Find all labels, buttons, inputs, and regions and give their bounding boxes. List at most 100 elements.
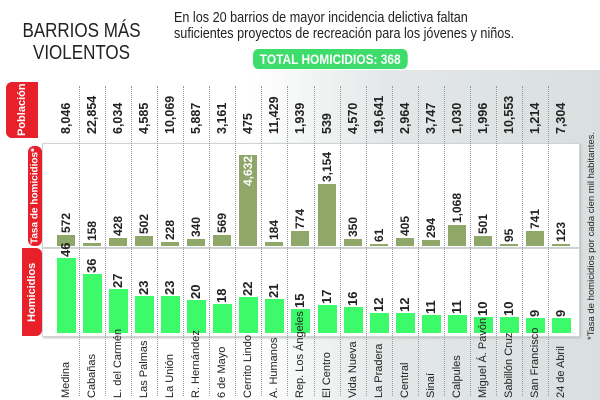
homicide-bar bbox=[317, 305, 337, 333]
rate-value: 428 bbox=[111, 215, 126, 236]
column-divider bbox=[131, 86, 133, 396]
population-value: 7,304 bbox=[553, 102, 568, 134]
homicide-value: 27 bbox=[110, 273, 126, 288]
population-value: 22,854 bbox=[85, 95, 100, 134]
neighborhood-label: Sinaí bbox=[424, 372, 437, 398]
homicide-value: 12 bbox=[370, 297, 386, 313]
column-divider bbox=[79, 86, 81, 396]
neighborhood-label: La Pradera bbox=[372, 343, 385, 398]
homicide-value: 22 bbox=[240, 281, 256, 297]
rate-bar bbox=[109, 237, 128, 246]
column-divider bbox=[391, 86, 393, 396]
rate-bar bbox=[161, 241, 180, 246]
homicidios-label: Homicidios bbox=[22, 248, 42, 336]
homicide-value: 11 bbox=[422, 300, 438, 315]
rate-bar bbox=[135, 236, 154, 246]
neighborhood-label: Miguel Á. Pavón bbox=[476, 317, 489, 398]
neighborhood-label: Las Palmas bbox=[138, 340, 151, 398]
column-divider bbox=[157, 86, 159, 396]
rate-bar bbox=[239, 155, 258, 246]
homicide-value: 18 bbox=[214, 288, 230, 303]
rate-bar bbox=[447, 225, 466, 246]
rate-value: 4,632 bbox=[241, 155, 256, 186]
population-value: 3,747 bbox=[423, 102, 438, 134]
rate-bar bbox=[473, 236, 492, 246]
rate-bar bbox=[525, 231, 544, 246]
rate-value: 228 bbox=[163, 219, 178, 240]
rate-bar bbox=[291, 230, 310, 246]
homicide-value: 10 bbox=[500, 301, 516, 316]
tasa-label: Tasa de homicidios* bbox=[28, 146, 42, 246]
homicide-value: 46 bbox=[58, 242, 73, 257]
neighborhood-label: Vida Nueva bbox=[346, 341, 359, 398]
column-divider bbox=[287, 86, 289, 396]
rate-value: 3,154 bbox=[319, 152, 334, 183]
rate-value: 405 bbox=[397, 216, 412, 237]
neighborhood-label: R. Hernández bbox=[190, 330, 203, 398]
population-value: 1,996 bbox=[475, 102, 490, 134]
rate-value: 572 bbox=[59, 212, 73, 233]
subtitle: En los 20 barrios de mayor incidencia de… bbox=[174, 10, 514, 42]
column-divider bbox=[365, 86, 367, 396]
population-value: 1,030 bbox=[449, 102, 464, 134]
homicide-value: 36 bbox=[84, 258, 100, 274]
rate-value: 741 bbox=[527, 209, 542, 230]
population-value: 3,161 bbox=[215, 102, 230, 134]
column-divider bbox=[261, 86, 263, 396]
column-divider bbox=[417, 86, 419, 396]
homicide-bar bbox=[57, 258, 76, 333]
neighborhood-label: Sabillón Cruz bbox=[502, 332, 515, 398]
page-title: BARRIOS MÁS VIOLENTOS bbox=[22, 20, 141, 64]
population-value: 11,429 bbox=[267, 96, 282, 134]
footnote: *Tasa de homicidios por cada cien mil ha… bbox=[586, 131, 597, 340]
column-divider bbox=[209, 86, 211, 396]
column-divider bbox=[443, 86, 445, 396]
neighborhood-label: 24 de Abril bbox=[554, 346, 567, 398]
neighborhood-label: A. Humanos bbox=[268, 337, 281, 398]
population-value: 1,939 bbox=[293, 102, 308, 134]
population-value: 10,553 bbox=[501, 95, 516, 134]
subtitle-line: En los 20 barrios de mayor incidencia de… bbox=[174, 10, 468, 26]
homicide-bar bbox=[83, 274, 103, 333]
homicide-bar bbox=[213, 303, 233, 333]
rate-bar bbox=[83, 242, 102, 246]
population-value: 2,964 bbox=[397, 102, 412, 134]
rate-value: 569 bbox=[215, 212, 230, 233]
rate-value: 501 bbox=[475, 214, 490, 235]
homicide-value: 23 bbox=[162, 280, 178, 295]
rate-value: 184 bbox=[267, 220, 282, 241]
column-divider bbox=[495, 86, 497, 396]
population-value: 475 bbox=[241, 113, 256, 134]
column-divider bbox=[235, 86, 237, 396]
rate-value: 340 bbox=[189, 217, 204, 238]
column-divider bbox=[469, 86, 471, 396]
homicide-bar bbox=[265, 298, 285, 333]
rate-value: 502 bbox=[137, 214, 152, 235]
rate-bar bbox=[395, 238, 414, 246]
rate-bar bbox=[551, 243, 570, 246]
population-value: 5,887 bbox=[189, 102, 204, 134]
rate-value: 123 bbox=[553, 221, 568, 242]
homicide-bar bbox=[187, 300, 207, 333]
rate-value: 1,068 bbox=[449, 192, 464, 224]
rate-bar bbox=[265, 242, 284, 246]
neighborhood-label: La Unión bbox=[164, 353, 177, 398]
rate-bar bbox=[57, 234, 75, 246]
column-divider bbox=[339, 86, 341, 396]
homicide-bar bbox=[473, 316, 493, 333]
rate-bar bbox=[343, 239, 362, 246]
neighborhood-label: Central bbox=[398, 362, 411, 398]
neighborhood-label: 6 de Mayo bbox=[216, 346, 229, 398]
homicide-value: 21 bbox=[266, 283, 282, 298]
neighborhood-label: Cerrito Lindo bbox=[242, 335, 255, 398]
total-homicides-badge: TOTAL HOMICIDIOS: 368 bbox=[253, 49, 408, 69]
homicide-bar bbox=[525, 318, 545, 333]
homicide-bar bbox=[395, 313, 415, 333]
column-divider bbox=[105, 86, 107, 396]
rate-bar bbox=[187, 239, 206, 246]
homicide-bar bbox=[161, 295, 181, 333]
neighborhood-label: Rep. Los Ángeles bbox=[294, 311, 307, 398]
rate-bar bbox=[369, 244, 388, 246]
homicide-bar bbox=[291, 308, 311, 333]
homicide-value: 17 bbox=[318, 289, 334, 305]
